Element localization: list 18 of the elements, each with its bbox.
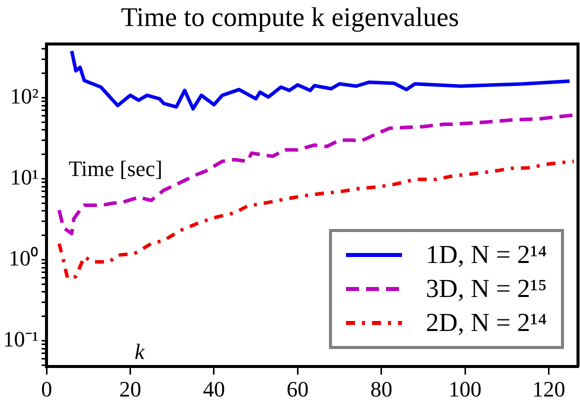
x-tick-label: 60 — [286, 376, 309, 402]
x-tick-label: 40 — [202, 376, 225, 402]
y-axis-title: Time [sec] — [68, 156, 162, 182]
x-tick-label: 100 — [448, 376, 482, 402]
y-tick-label: 10⁰ — [8, 246, 39, 271]
x-tick-label: 0 — [41, 376, 52, 402]
y-tick-label: 10² — [10, 83, 39, 108]
line-series — [57, 160, 576, 280]
legend-label: 2D, N = 2¹⁴ — [426, 308, 547, 338]
y-tick-label: 10⁻¹ — [2, 326, 39, 352]
x-tick-label: 20 — [119, 376, 142, 402]
y-tick-label: 10¹ — [10, 164, 39, 190]
chart-title: Time to compute k eigenvalues — [120, 2, 460, 33]
x-tick-label: 120 — [532, 376, 566, 402]
legend-label: 1D, N = 2¹⁴ — [426, 240, 547, 270]
x-tick-label: 80 — [370, 376, 392, 402]
legend-label: 3D, N = 2¹⁵ — [426, 274, 547, 304]
x-axis-title: k — [134, 338, 144, 365]
